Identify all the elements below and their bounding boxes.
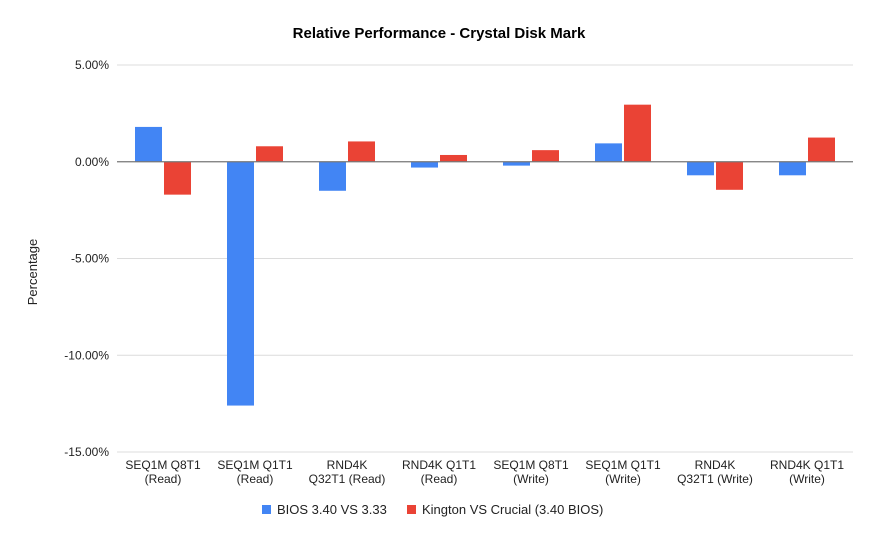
x-tick-label-line: RND4K [327, 458, 368, 472]
bar [624, 104, 651, 162]
bar [411, 161, 438, 168]
legend-swatch [407, 505, 416, 514]
y-tick-label: 5.00% [75, 58, 109, 72]
x-tick-label-line: (Write) [789, 472, 825, 486]
bar [808, 137, 835, 162]
x-tick-label-line: SEQ1M Q1T1 [585, 458, 661, 472]
bar [532, 150, 559, 162]
bar [227, 161, 254, 406]
x-tick-label-line: (Read) [145, 472, 182, 486]
legend-label: BIOS 3.40 VS 3.33 [277, 502, 387, 517]
bar [595, 143, 622, 162]
x-tick-label-line: RND4K Q1T1 [770, 458, 844, 472]
legend-label: Kington VS Crucial (3.40 BIOS) [422, 502, 603, 517]
x-tick-label: RND4K Q1T1 (Read) [402, 458, 476, 486]
bars [135, 104, 835, 406]
y-tick-label: 0.00% [75, 155, 109, 169]
x-tick-label-line: (Read) [421, 472, 458, 486]
bar [716, 161, 743, 190]
bar [687, 161, 714, 176]
y-axis-label: Percentage [25, 239, 40, 306]
bar [348, 141, 375, 162]
x-tick-label-line: (Write) [513, 472, 549, 486]
x-tick-label-line: SEQ1M Q1T1 [217, 458, 293, 472]
bar [319, 161, 346, 191]
y-axis-ticks: 5.00% 0.00% -5.00% -10.00% -15.00% [64, 58, 109, 459]
x-tick-label: RND4K Q1T1 (Write) [770, 458, 844, 486]
x-tick-label: RND4K Q32T1 (Read) [309, 458, 386, 486]
x-tick-label: SEQ1M Q1T1 (Read) [217, 458, 293, 486]
legend: BIOS 3.40 VS 3.33 Kington VS Crucial (3.4… [262, 502, 603, 517]
x-tick-label: SEQ1M Q8T1 (Write) [493, 458, 569, 486]
x-tick-label-line: RND4K [695, 458, 736, 472]
y-tick-label: -15.00% [64, 445, 109, 459]
bar [256, 146, 283, 162]
bar [440, 154, 467, 162]
x-tick-label-line: SEQ1M Q8T1 [125, 458, 201, 472]
bar [779, 161, 806, 176]
x-tick-label-line: (Read) [237, 472, 274, 486]
legend-swatch [262, 505, 271, 514]
x-tick-label: SEQ1M Q1T1 (Write) [585, 458, 661, 486]
x-tick-label: SEQ1M Q8T1 (Read) [125, 458, 201, 486]
bar [503, 161, 530, 166]
x-tick-label-line: RND4K Q1T1 [402, 458, 476, 472]
x-tick-label-line: (Write) [605, 472, 641, 486]
x-tick-label-line: Q32T1 (Write) [677, 472, 753, 486]
chart-title: Relative Performance - Crystal Disk Mark [293, 25, 586, 42]
x-tick-label: RND4K Q32T1 (Write) [677, 458, 753, 486]
y-tick-label: -5.00% [71, 252, 109, 266]
x-tick-label-line: SEQ1M Q8T1 [493, 458, 569, 472]
x-tick-label-line: Q32T1 (Read) [309, 472, 386, 486]
bar [164, 161, 191, 195]
y-tick-label: -10.00% [64, 348, 109, 362]
x-axis-ticks: SEQ1M Q8T1 (Read)SEQ1M Q1T1 (Read)RND4K Q32… [125, 458, 844, 486]
bar [135, 126, 162, 162]
